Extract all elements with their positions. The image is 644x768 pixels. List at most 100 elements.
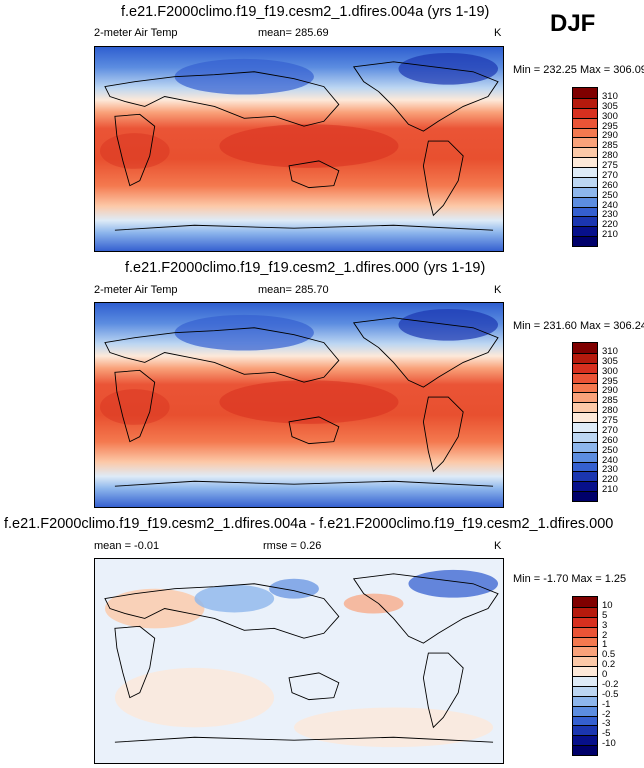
season-label: DJF: [550, 10, 596, 37]
colorbar-tick-label: 220: [602, 474, 618, 486]
colorbar-cell: [573, 372, 597, 383]
colorbar-cell: [573, 107, 597, 118]
colorbar-cell: [573, 352, 597, 363]
colorbar-tick-label: -1: [602, 698, 611, 710]
colorbar-tick-label: 275: [602, 160, 618, 171]
colorbar-tick-label: 275: [602, 415, 618, 426]
colorbar-cell: [573, 186, 597, 197]
colorbar-cell: [573, 597, 597, 607]
colorbar-tick-label: 240: [602, 454, 618, 466]
temperature-map-svg: [95, 47, 503, 251]
colorbar-tick-label: 0.2: [602, 659, 616, 671]
panel-1-colorbar: [572, 87, 598, 247]
colorbar-tick-label: 270: [602, 169, 618, 181]
colorbar-tick-label: 220: [602, 219, 618, 231]
colorbar-cell: [573, 626, 597, 637]
panel-3-mean: mean = -0.01: [94, 540, 160, 552]
colorbar-tick-label: 240: [602, 199, 618, 211]
colorbar-cell: [573, 137, 597, 148]
colorbar-cell: [573, 117, 597, 128]
colorbar-tick-label: 270: [602, 424, 618, 436]
colorbar-cell: [573, 676, 597, 686]
colorbar-tick-label: 280: [602, 405, 618, 417]
panel-3-title: f.e21.F2000climo.f19_f19.cesm2_1.dfires.…: [4, 516, 614, 532]
panel-1-title: f.e21.F2000climo.f19_f19.cesm2_1.dfires.…: [121, 4, 490, 20]
colorbar-cell: [573, 127, 597, 138]
colorbar-tick-label: 260: [602, 434, 618, 446]
colorbar-cell: [573, 147, 597, 158]
colorbar-cell: [573, 646, 597, 657]
colorbar-tick-label: 0.5: [602, 649, 616, 661]
colorbar-tick-label: 0: [602, 669, 608, 680]
colorbar-tick-label: 300: [602, 110, 618, 122]
colorbar-tick-label: 260: [602, 179, 618, 191]
colorbar-cell: [573, 226, 597, 237]
colorbar-cell: [573, 431, 597, 442]
colorbar-cell: [573, 216, 597, 227]
colorbar-tick-label: 250: [602, 444, 618, 456]
panel-2-colorbar: [572, 342, 598, 502]
colorbar-tick-label: 230: [602, 209, 618, 221]
panel-3-map: [94, 558, 504, 764]
colorbar-tick-label: 210: [602, 484, 618, 496]
colorbar-tick-label: 2: [602, 629, 608, 641]
colorbar-cell: [573, 196, 597, 207]
colorbar-cell: [573, 97, 597, 108]
colorbar-cell: [573, 88, 597, 98]
colorbar-tick-label: 310: [602, 345, 618, 357]
colorbar-cell: [573, 441, 597, 452]
temperature-map-svg: [95, 303, 503, 507]
panel-1-units: K: [494, 27, 502, 39]
colorbar-cell: [573, 167, 597, 177]
colorbar-cell: [573, 451, 597, 462]
colorbar-cell: [573, 636, 597, 647]
colorbar-cell: [573, 157, 597, 167]
colorbar-cell: [573, 392, 597, 403]
colorbar-cell: [573, 616, 597, 627]
colorbar-cell: [573, 362, 597, 373]
colorbar-cell: [573, 343, 597, 353]
panel-3-units: K: [494, 540, 502, 552]
colorbar-cell: [573, 725, 597, 736]
colorbar-cell: [573, 606, 597, 617]
panel-2-minmax: Min = 231.60 Max = 306.24: [513, 320, 644, 332]
colorbar-tick-label: 300: [602, 365, 618, 377]
colorbar-tick-label: -3: [602, 718, 611, 730]
colorbar-tick-label: -10: [602, 738, 616, 750]
colorbar-tick-label: -2: [602, 708, 611, 720]
colorbar-tick-label: 10: [602, 599, 613, 611]
colorbar-tick-label: 290: [602, 130, 618, 142]
colorbar-cell: [573, 236, 597, 246]
colorbar-cell: [573, 412, 597, 422]
colorbar-cell: [573, 382, 597, 393]
colorbar-cell: [573, 491, 597, 501]
panel-3-minmax: Min = -1.70 Max = 1.25: [513, 573, 627, 585]
colorbar-tick-label: 3: [602, 619, 608, 631]
panel-2-variable: 2-meter Air Temp: [94, 284, 178, 296]
colorbar-tick-label: 280: [602, 150, 618, 162]
colorbar-tick-label: 305: [602, 100, 618, 112]
panel-3-rmse: rmse = 0.26: [263, 540, 322, 552]
colorbar-cell: [573, 206, 597, 217]
difference-map-svg: [95, 559, 503, 763]
colorbar-tick-label: 295: [602, 375, 618, 387]
colorbar-cell: [573, 735, 597, 746]
colorbar-cell: [573, 705, 597, 716]
colorbar-tick-label: 250: [602, 189, 618, 201]
colorbar-cell: [573, 481, 597, 492]
colorbar-cell: [573, 461, 597, 472]
panel-1-minmax: Min = 232.25 Max = 306.09: [513, 64, 644, 76]
colorbar-tick-label: 285: [602, 140, 618, 152]
colorbar-cell: [573, 471, 597, 482]
colorbar-tick-label: -5: [602, 728, 611, 740]
colorbar-tick-label: 230: [602, 464, 618, 476]
colorbar-cell: [573, 715, 597, 726]
colorbar-tick-label: 290: [602, 385, 618, 397]
colorbar-tick-label: 285: [602, 395, 618, 407]
colorbar-cell: [573, 176, 597, 187]
panel-2-map: [94, 302, 504, 508]
colorbar-cell: [573, 422, 597, 432]
panel-1-map: [94, 46, 504, 252]
colorbar-tick-label: 5: [602, 609, 608, 621]
colorbar-tick-label: -0.2: [602, 678, 619, 690]
